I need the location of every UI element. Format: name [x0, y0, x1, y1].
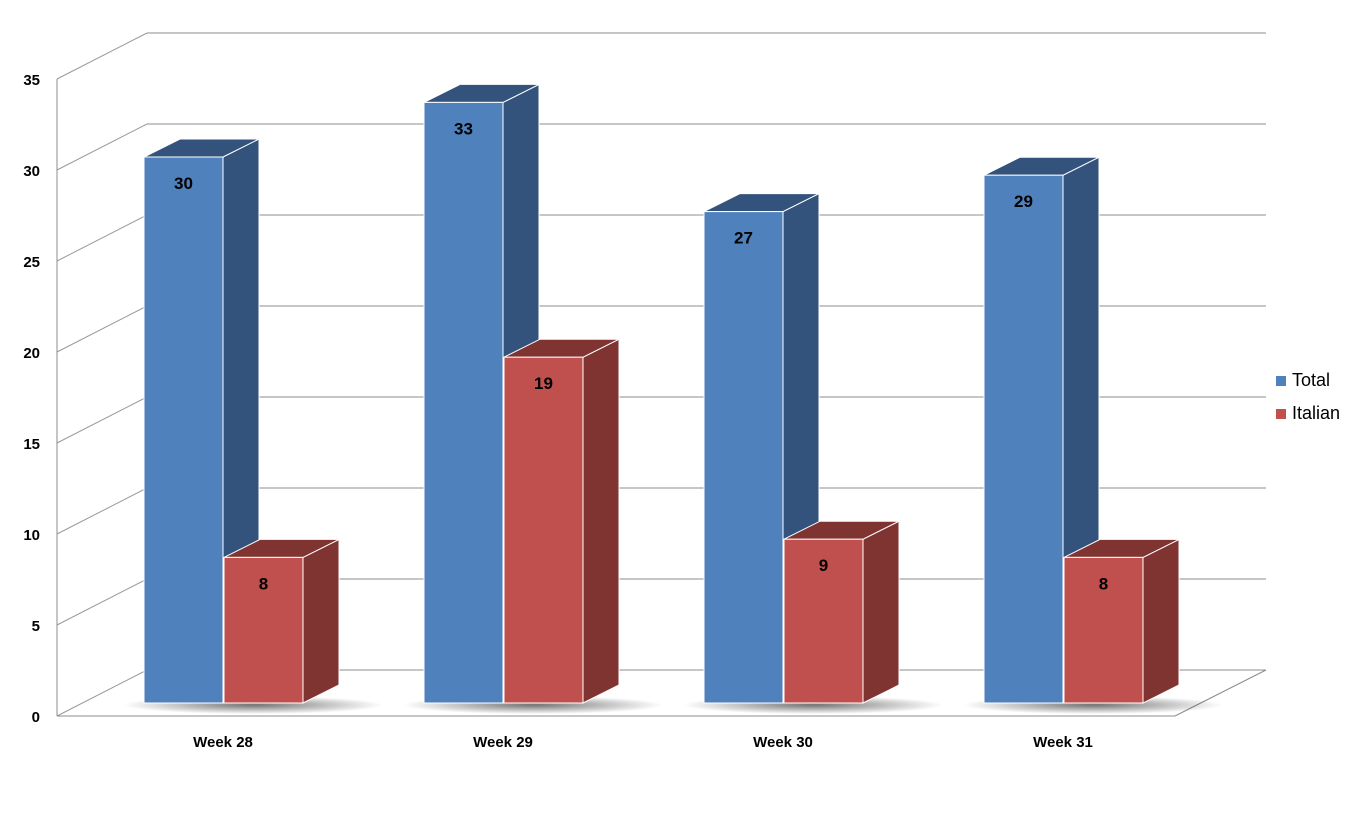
bar-side-face — [862, 520, 900, 704]
bar-side-face — [582, 338, 620, 704]
bar-front-face — [503, 356, 584, 704]
data-label: 9 — [819, 556, 828, 575]
y-axis-ticks: 0 5 10 15 20 25 30 35 — [23, 72, 40, 726]
bar-side-face — [1142, 538, 1180, 704]
x-axis-categories: Week 28 Week 29 Week 30 Week 31 — [193, 734, 1093, 751]
data-label: 19 — [534, 374, 553, 393]
data-label: 27 — [734, 229, 753, 248]
y-tick-label: 20 — [23, 345, 40, 362]
legend-item-italian: Italian — [1276, 397, 1340, 430]
y-tick-label: 35 — [23, 72, 40, 89]
bar-front-face — [1063, 556, 1144, 704]
legend-swatch-total — [1276, 375, 1286, 386]
bar-italian: 8 — [223, 538, 340, 704]
y-tick-label: 0 — [32, 709, 40, 726]
side-wall-gridline — [56, 578, 148, 626]
x-tick-label: Week 28 — [193, 734, 253, 751]
side-wall-gridline — [56, 487, 148, 535]
data-label: 30 — [174, 174, 193, 193]
legend: Total Italian — [1276, 364, 1340, 430]
legend-swatch-italian — [1276, 408, 1286, 419]
x-tick-label: Week 29 — [473, 734, 533, 751]
side-wall-gridline — [56, 32, 148, 80]
bar-front-face — [223, 556, 304, 704]
side-wall-gridline — [56, 123, 148, 171]
bar-front-face — [983, 174, 1064, 704]
bar-italian: 19 — [503, 338, 620, 704]
legend-label-italian: Italian — [1292, 403, 1341, 423]
bar-front-face — [423, 101, 504, 704]
data-label: 8 — [1099, 574, 1108, 593]
y-tick-label: 25 — [23, 254, 40, 271]
data-label: 8 — [259, 574, 268, 593]
bar-front-face — [143, 156, 224, 704]
side-wall-gridline — [56, 214, 148, 262]
x-tick-label: Week 31 — [1033, 734, 1093, 751]
y-tick-label: 10 — [23, 527, 40, 544]
side-wall-gridline — [56, 305, 148, 353]
side-wall-gridline — [56, 396, 148, 444]
data-label: 29 — [1014, 192, 1033, 211]
y-tick-label: 5 — [32, 618, 40, 635]
legend-item-total: Total — [1276, 364, 1340, 397]
data-label: 33 — [454, 119, 473, 138]
bars: 30 8 33 19 27 9 29 8 — [143, 83, 1180, 704]
legend-label-total: Total — [1292, 370, 1331, 390]
bar-front-face — [703, 211, 784, 704]
bar-side-face — [302, 538, 340, 704]
y-tick-label: 15 — [23, 436, 40, 453]
x-tick-label: Week 30 — [753, 734, 813, 751]
bar-italian: 8 — [1063, 538, 1180, 704]
side-wall-gridline — [56, 669, 148, 717]
bar-front-face — [783, 538, 864, 704]
y-tick-label: 30 — [23, 163, 40, 180]
bar-italian: 9 — [783, 520, 900, 704]
